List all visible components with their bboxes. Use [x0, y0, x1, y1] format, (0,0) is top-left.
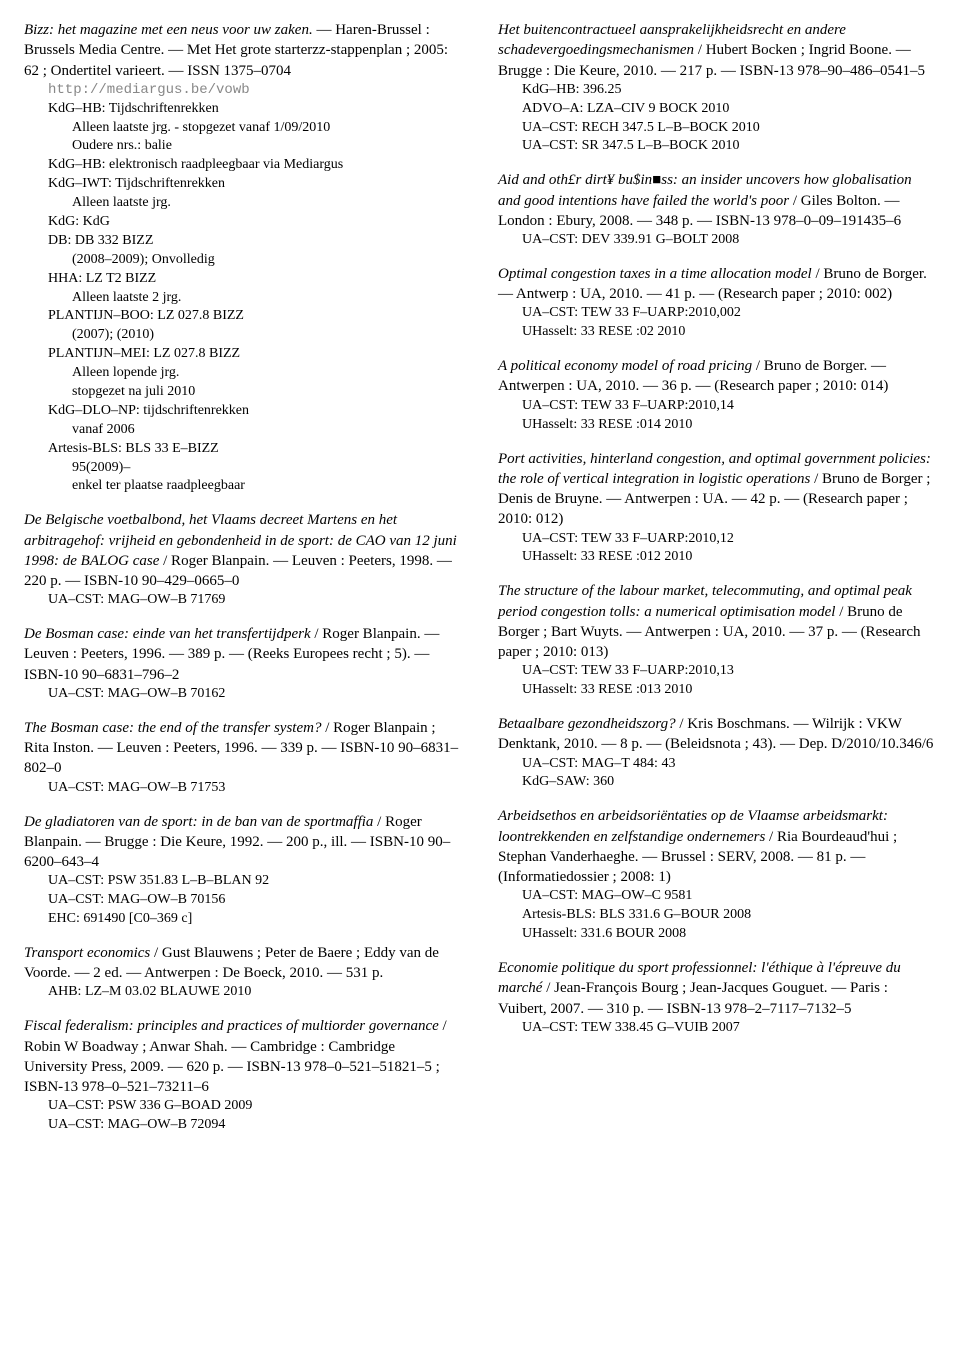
holding-line: stopgezet na juli 2010: [72, 383, 462, 402]
holding-line: UHasselt: 33 RESE :012 2010: [522, 548, 936, 567]
holding-line: Alleen laatste 2 jrg.: [72, 289, 462, 308]
holding-line: KdG–HB: 396.25: [522, 81, 936, 100]
holding-line: UHasselt: 33 RESE :013 2010: [522, 681, 936, 700]
holding-line: UA–CST: SR 347.5 L–B–BOCK 2010: [522, 137, 936, 156]
holding-line: UA–CST: MAG–OW–B 72094: [48, 1116, 462, 1135]
entry-citation: The Bosman case: the end of the transfer…: [24, 718, 462, 779]
entry-citation: Arbeidsethos en arbeidsoriëntaties op de…: [498, 806, 936, 887]
holding-line: UA–CST: PSW 336 G–BOAD 2009: [48, 1097, 462, 1116]
entry-title: Betaalbare gezondheidszorg?: [498, 716, 676, 732]
holding-line: PLANTIJN–MEI: LZ 027.8 BIZZ: [48, 345, 462, 364]
bibliographic-entry: Port activities, hinterland congestion, …: [498, 449, 936, 568]
holding-line: Oudere nrs.: balie: [72, 137, 462, 156]
left-column: Bizz: het magazine met een neus voor uw …: [24, 20, 462, 1149]
holding-line: UA–CST: TEW 33 F–UARP:2010,14: [522, 397, 936, 416]
entry-citation: De gladiatoren van de sport: in de ban v…: [24, 812, 462, 873]
entry-citation: De Belgische voetbalbond, het Vlaams dec…: [24, 510, 462, 591]
entry-title: Optimal congestion taxes in a time alloc…: [498, 266, 812, 282]
holding-line: EHC: 691490 [C0–369 c]: [48, 910, 462, 929]
holding-line: Artesis-BLS: BLS 331.6 G–BOUR 2008: [522, 906, 936, 925]
holding-line: UA–CST: TEW 33 F–UARP:2010,13: [522, 662, 936, 681]
holding-line: Artesis-BLS: BLS 33 E–BIZZ: [48, 440, 462, 459]
holding-line: PLANTIJN–BOO: LZ 027.8 BIZZ: [48, 307, 462, 326]
holding-line: UA–CST: TEW 33 F–UARP:2010,002: [522, 304, 936, 323]
entry-title: Bizz: het magazine met een neus voor uw …: [24, 22, 313, 38]
holding-line: UA–CST: RECH 347.5 L–B–BOCK 2010: [522, 119, 936, 138]
entry-citation: Fiscal federalism: principles and practi…: [24, 1016, 462, 1097]
bibliographic-entry: Economie politique du sport professionne…: [498, 958, 936, 1038]
entry-title: De Bosman case: einde van het transferti…: [24, 626, 311, 642]
holding-line: UA–CST: MAG–OW–B 70156: [48, 891, 462, 910]
holding-line: AHB: LZ–M 03.02 BLAUWE 2010: [48, 983, 462, 1002]
bibliographic-entry: Het buitencontractueel aansprakelijkheid…: [498, 20, 936, 156]
bibliographic-entry: The Bosman case: the end of the transfer…: [24, 718, 462, 798]
holding-line: http://mediargus.be/vowb: [48, 81, 462, 100]
bibliographic-entry: Betaalbare gezondheidszorg? / Kris Bosch…: [498, 714, 936, 792]
entry-citation: The structure of the labour market, tele…: [498, 581, 936, 662]
bibliographic-entry: Optimal congestion taxes in a time alloc…: [498, 264, 936, 342]
holding-line: Alleen laatste jrg. - stopgezet vanaf 1/…: [72, 119, 462, 138]
bibliographic-entry: A political economy model of road pricin…: [498, 356, 936, 434]
holding-line: UA–CST: MAG–OW–B 71753: [48, 779, 462, 798]
holding-line: Alleen laatste jrg.: [72, 194, 462, 213]
holding-line: ADVO–A: LZA–CIV 9 BOCK 2010: [522, 100, 936, 119]
holding-line: KdG–HB: elektronisch raadpleegbaar via M…: [48, 156, 462, 175]
entry-citation: De Bosman case: einde van het transferti…: [24, 624, 462, 685]
bibliographic-entry: De Bosman case: einde van het transferti…: [24, 624, 462, 704]
bibliographic-entry: Transport economics / Gust Blauwens ; Pe…: [24, 943, 462, 1002]
bibliographic-entry: Bizz: het magazine met een neus voor uw …: [24, 20, 462, 496]
page-root: Bizz: het magazine met een neus voor uw …: [24, 20, 936, 1149]
holding-line: UHasselt: 33 RESE :014 2010: [522, 416, 936, 435]
entry-title: De gladiatoren van de sport: in de ban v…: [24, 814, 373, 830]
entry-citation: Betaalbare gezondheidszorg? / Kris Bosch…: [498, 714, 936, 755]
entry-citation: Het buitencontractueel aansprakelijkheid…: [498, 20, 936, 81]
holding-line: KdG–DLO–NP: tijdschriftenrekken: [48, 402, 462, 421]
bibliographic-entry: Arbeidsethos en arbeidsoriëntaties op de…: [498, 806, 936, 944]
holding-line: (2008–2009); Onvolledig: [72, 251, 462, 270]
holding-line: UHasselt: 33 RESE :02 2010: [522, 323, 936, 342]
entry-citation: Optimal congestion taxes in a time alloc…: [498, 264, 936, 305]
holding-line: UA–CST: MAG–OW–C 9581: [522, 887, 936, 906]
holding-line: enkel ter plaatse raadpleegbaar: [72, 477, 462, 496]
holding-line: KdG–HB: Tijdschriftenrekken: [48, 100, 462, 119]
bibliographic-entry: Aid and oth£r dirt¥ bu$in■ss: an insider…: [498, 170, 936, 250]
holding-line: UA–CST: MAG–OW–B 70162: [48, 685, 462, 704]
holding-line: 95(2009)–: [72, 459, 462, 478]
holding-line: HHA: LZ T2 BIZZ: [48, 270, 462, 289]
holding-line: KdG–SAW: 360: [522, 773, 936, 792]
holding-line: UA–CST: TEW 33 F–UARP:2010,12: [522, 530, 936, 549]
holding-line: UA–CST: DEV 339.91 G–BOLT 2008: [522, 231, 936, 250]
holding-line: UA–CST: MAG–OW–B 71769: [48, 591, 462, 610]
holding-line: vanaf 2006: [72, 421, 462, 440]
entry-title: The Bosman case: the end of the transfer…: [24, 720, 321, 736]
entry-text: / Jean-François Bourg ; Jean-Jacques Gou…: [498, 980, 888, 1016]
bibliographic-entry: De Belgische voetbalbond, het Vlaams dec…: [24, 510, 462, 610]
entry-citation: Bizz: het magazine met een neus voor uw …: [24, 20, 462, 81]
entry-citation: Transport economics / Gust Blauwens ; Pe…: [24, 943, 462, 984]
holding-line: DB: DB 332 BIZZ: [48, 232, 462, 251]
entry-citation: Port activities, hinterland congestion, …: [498, 449, 936, 530]
entry-citation: Aid and oth£r dirt¥ bu$in■ss: an insider…: [498, 170, 936, 231]
holding-line: UHasselt: 331.6 BOUR 2008: [522, 925, 936, 944]
right-column: Het buitencontractueel aansprakelijkheid…: [498, 20, 936, 1149]
entry-title: A political economy model of road pricin…: [498, 358, 752, 374]
entry-title: Transport economics: [24, 945, 150, 961]
holding-line: (2007); (2010): [72, 326, 462, 345]
holding-line: UA–CST: TEW 338.45 G–VUIB 2007: [522, 1019, 936, 1038]
holding-line: KdG: KdG: [48, 213, 462, 232]
bibliographic-entry: The structure of the labour market, tele…: [498, 581, 936, 700]
entry-citation: A political economy model of road pricin…: [498, 356, 936, 397]
bibliographic-entry: Fiscal federalism: principles and practi…: [24, 1016, 462, 1135]
holding-line: UA–CST: MAG–T 484: 43: [522, 755, 936, 774]
holding-line: KdG–IWT: Tijdschriftenrekken: [48, 175, 462, 194]
holding-line: Alleen lopende jrg.: [72, 364, 462, 383]
bibliographic-entry: De gladiatoren van de sport: in de ban v…: [24, 812, 462, 929]
holding-line: UA–CST: PSW 351.83 L–B–BLAN 92: [48, 872, 462, 891]
entry-citation: Economie politique du sport professionne…: [498, 958, 936, 1019]
entry-title: Fiscal federalism: principles and practi…: [24, 1018, 439, 1034]
